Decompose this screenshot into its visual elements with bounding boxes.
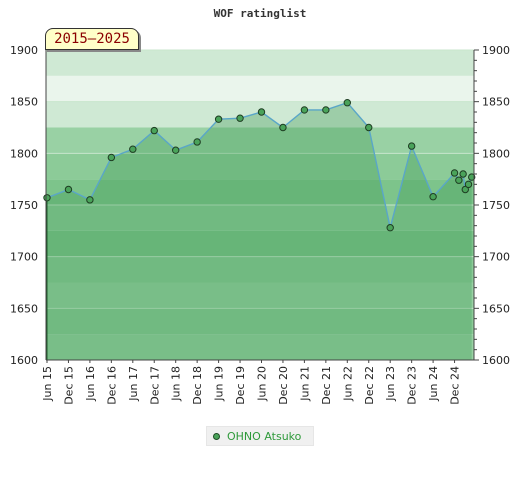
x-tick-label: Jun 18 <box>170 366 183 402</box>
data-point <box>279 123 287 132</box>
data-points <box>43 99 476 232</box>
x-tick-label: Dec 17 <box>148 366 161 405</box>
data-point <box>129 145 137 153</box>
x-tick-label: Dec 18 <box>191 366 204 405</box>
background-band <box>46 230 474 257</box>
y-tick-label-left: 1650 <box>10 302 38 315</box>
data-point <box>455 176 463 184</box>
y-axis-right-ticks: 1600 1650 1700 1750 1800 1850 1900 <box>482 44 510 367</box>
y-tick-label-right: 1900 <box>482 44 510 57</box>
background-band <box>46 256 474 283</box>
data-point <box>214 115 223 123</box>
axes <box>45 49 479 361</box>
period-badge: 2015–2025 <box>45 28 139 50</box>
x-tick-label: Dec 22 <box>363 366 376 405</box>
data-point <box>386 224 394 232</box>
x-tick-label: Dec 21 <box>320 366 333 405</box>
data-point <box>343 99 351 107</box>
x-tick-label: Jun 23 <box>384 366 397 402</box>
background-bands <box>46 50 474 360</box>
x-tick-label: Dec 16 <box>105 366 118 405</box>
x-tick-label: Dec 15 <box>62 366 75 405</box>
data-point <box>172 146 180 154</box>
y-tick-label-left: 1900 <box>10 44 38 57</box>
y-tick-label-right: 1750 <box>482 199 510 212</box>
data-point <box>459 170 467 178</box>
legend-marker <box>213 432 220 440</box>
background-band <box>46 153 474 180</box>
x-tick-label: Jun 19 <box>213 366 226 402</box>
data-point <box>236 114 244 122</box>
data-point <box>86 196 94 204</box>
data-point <box>150 126 158 135</box>
data-point <box>365 123 373 132</box>
background-band <box>46 127 474 154</box>
x-axis-ticks: Jun 15 Dec 15 Jun 16 Dec 16 Jun 17 Dec 17 Jun … <box>41 360 462 405</box>
y-tick-label-left: 1750 <box>10 199 38 212</box>
background-band <box>46 75 474 102</box>
data-point <box>464 180 473 189</box>
rating-area <box>47 102 472 360</box>
x-tick-label: Jun 20 <box>256 366 269 402</box>
y-tick-label-right: 1800 <box>482 147 510 160</box>
data-point <box>450 169 459 177</box>
background-band <box>46 179 474 205</box>
x-tick-label: Dec 20 <box>277 366 290 405</box>
x-tick-label: Dec 24 <box>449 366 462 405</box>
x-tick-label: Jun 15 <box>41 366 54 402</box>
data-point <box>468 173 476 181</box>
y-tick-label-right: 1700 <box>482 251 510 264</box>
x-tick-label: Dec 19 <box>234 366 247 405</box>
y-axis-left-ticks: 1600 1650 1700 1750 1800 1850 1900 <box>10 44 38 367</box>
data-point <box>107 153 116 162</box>
y-tick-label-right: 1850 <box>482 96 510 109</box>
x-tick-label: Jun 17 <box>127 366 140 402</box>
data-point <box>43 194 51 202</box>
background-band <box>46 282 474 309</box>
data-point <box>461 185 469 194</box>
x-tick-label: Dec 23 <box>406 366 419 405</box>
background-band <box>46 334 474 360</box>
data-point <box>64 185 73 194</box>
rating-area-fill <box>47 102 472 360</box>
chart-title: WOF ratinglist <box>214 7 307 20</box>
data-point <box>322 106 330 114</box>
y-tick-label-left: 1700 <box>10 251 38 264</box>
x-tick-label: Jun 24 <box>427 366 440 402</box>
background-band <box>46 308 474 335</box>
x-tick-label: Jun 16 <box>84 366 97 402</box>
legend[interactable]: OHNO Atsuko <box>206 426 314 446</box>
legend-label: OHNO Atsuko <box>227 429 302 443</box>
y-tick-label-left: 1800 <box>10 147 38 160</box>
x-tick-label: Jun 21 <box>298 366 311 402</box>
data-point <box>193 138 201 146</box>
data-point <box>429 193 437 201</box>
y-tick-label-right: 1600 <box>482 354 510 367</box>
y-tick-label-left: 1600 <box>10 354 38 367</box>
y-tick-label-left: 1850 <box>10 96 38 109</box>
y-tick-label-right: 1650 <box>482 302 510 315</box>
background-band <box>46 205 474 231</box>
data-point <box>257 108 266 116</box>
data-point <box>407 142 416 150</box>
data-point <box>300 106 309 114</box>
background-band <box>46 50 474 76</box>
x-tick-label: Jun 22 <box>341 366 354 402</box>
